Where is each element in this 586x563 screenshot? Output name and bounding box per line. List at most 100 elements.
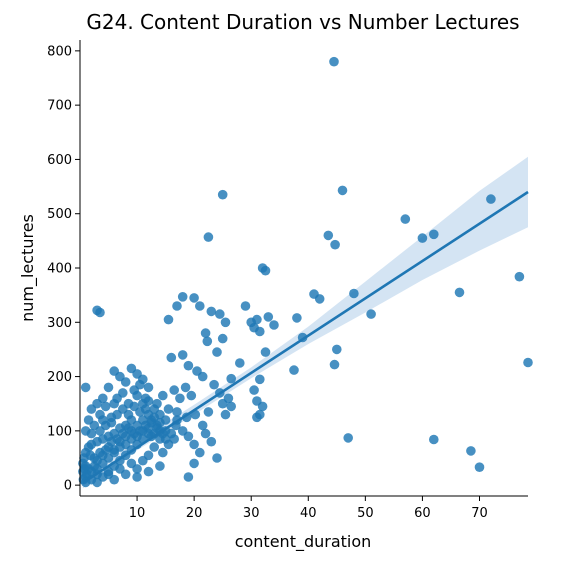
data-point: [197, 371, 208, 382]
data-point: [177, 350, 188, 360]
data-point: [109, 366, 119, 376]
data-point: [189, 458, 199, 469]
data-point: [332, 344, 342, 355]
data-point: [514, 271, 525, 282]
data-point: [337, 185, 348, 196]
data-point: [180, 382, 191, 393]
data-point: [429, 434, 439, 445]
data-point: [132, 390, 142, 401]
data-point: [109, 398, 119, 409]
data-point: [106, 417, 117, 428]
y-tick-label: 200: [47, 370, 72, 385]
data-point: [215, 309, 225, 319]
data-point: [330, 239, 340, 250]
data-point: [260, 347, 271, 357]
y-tick-label: 700: [47, 99, 72, 114]
data-point: [183, 360, 194, 371]
x-tick-label: 40: [300, 506, 317, 521]
data-point: [202, 336, 213, 347]
x-tick-label: 50: [357, 506, 374, 521]
y-tick-label: 0: [64, 479, 72, 494]
data-point: [166, 352, 177, 363]
confidence-band: [82, 156, 528, 489]
data-point: [212, 347, 222, 357]
data-point: [80, 382, 91, 393]
y-tick-label: 800: [47, 44, 72, 59]
data-point: [226, 401, 236, 412]
data-point: [166, 428, 177, 439]
x-tick-label: 70: [471, 506, 488, 521]
y-tick-label: 500: [47, 207, 72, 222]
data-point: [172, 407, 182, 417]
data-point: [169, 385, 179, 395]
x-tick-label: 60: [414, 506, 431, 521]
data-point: [466, 446, 476, 456]
data-point: [292, 313, 302, 323]
data-point: [486, 194, 496, 204]
data-point: [195, 301, 205, 311]
data-point: [220, 317, 231, 328]
data-point: [126, 458, 137, 469]
data-point: [183, 472, 194, 482]
data-point: [289, 365, 299, 375]
data-point: [263, 312, 274, 322]
x-tick-label: 10: [129, 506, 146, 521]
data-point: [235, 358, 245, 368]
x-tick-label: 30: [243, 506, 260, 521]
data-point: [80, 426, 91, 436]
data-point: [417, 233, 428, 243]
data-point: [98, 415, 108, 425]
data-point: [189, 293, 199, 303]
data-point: [175, 393, 185, 404]
data-point: [143, 382, 154, 393]
data-point: [138, 455, 148, 466]
data-point: [343, 433, 354, 443]
data-point: [149, 442, 159, 452]
data-point: [86, 404, 97, 414]
data-point: [523, 357, 533, 368]
y-tick-label: 300: [47, 316, 72, 331]
data-point: [206, 436, 217, 447]
data-point: [135, 379, 145, 390]
data-point: [95, 307, 105, 318]
data-point: [454, 287, 465, 298]
data-point: [226, 373, 236, 384]
data-point: [254, 326, 265, 337]
y-tick-label: 600: [47, 153, 72, 168]
data-point: [200, 328, 211, 338]
data-point: [100, 445, 111, 455]
data-point: [200, 428, 211, 439]
data-point: [189, 439, 199, 450]
data-point: [474, 462, 485, 473]
data-point: [314, 294, 325, 304]
data-point: [195, 447, 205, 458]
data-point: [126, 363, 137, 374]
data-point: [329, 359, 340, 370]
data-point: [220, 409, 231, 420]
x-tick-label: 20: [186, 506, 203, 521]
data-point: [429, 229, 439, 240]
data-point: [206, 306, 217, 317]
data-point: [197, 420, 208, 431]
chart-title: G24. Content Duration vs Number Lectures: [86, 10, 519, 34]
data-point: [217, 333, 228, 344]
data-point: [123, 409, 134, 420]
data-point: [260, 265, 271, 276]
data-point: [254, 374, 265, 385]
x-axis-label: content_duration: [235, 532, 372, 552]
data-point: [183, 431, 194, 442]
data-point: [249, 385, 259, 395]
data-point: [212, 453, 222, 463]
data-point: [103, 382, 114, 393]
data-point: [217, 189, 228, 200]
data-point: [100, 401, 111, 412]
data-point: [349, 288, 359, 299]
regression-line: [82, 190, 529, 485]
data-point: [155, 461, 165, 471]
data-point: [118, 388, 128, 398]
y-tick-label: 100: [47, 424, 72, 439]
data-point: [252, 412, 262, 423]
data-point: [177, 292, 188, 302]
data-point: [203, 232, 214, 242]
